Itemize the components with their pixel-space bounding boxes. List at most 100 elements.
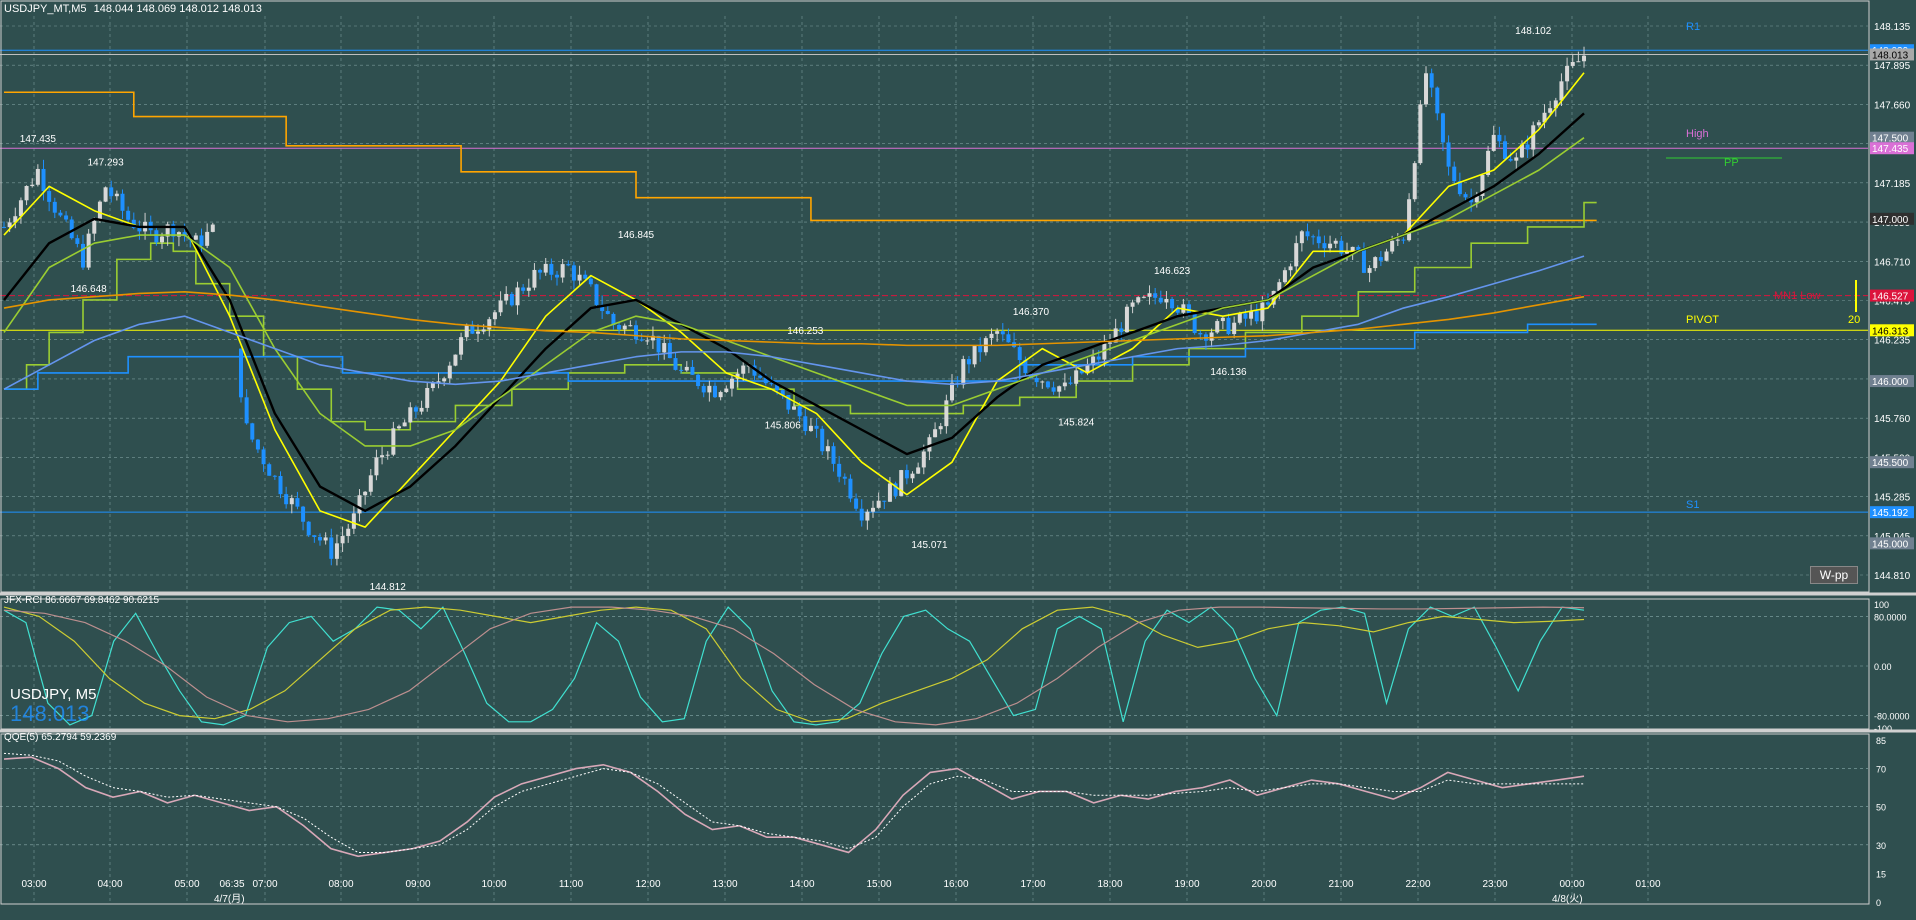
candle-body	[1395, 239, 1400, 241]
candle-body	[1147, 293, 1152, 297]
candle-body	[1175, 308, 1180, 313]
candle-body	[848, 478, 853, 499]
candle-body	[1452, 166, 1457, 182]
candle-body	[611, 313, 616, 326]
candle-body	[634, 325, 639, 340]
candle-body	[323, 537, 328, 541]
candle-body	[543, 263, 548, 273]
candle-body	[30, 184, 35, 187]
candle-body	[1220, 317, 1225, 322]
candle-body	[334, 543, 339, 559]
candle-body	[690, 366, 695, 375]
candle-body	[588, 278, 593, 285]
candle-body	[18, 200, 23, 217]
candle-body	[679, 369, 684, 371]
candle-body	[160, 236, 165, 243]
price-tags: 148.039148.013147.500147.435147.000146.5…	[1870, 44, 1914, 550]
candle-body	[1130, 302, 1135, 307]
x-tick-label: 12:00	[635, 879, 660, 890]
price-tick-label: 146.710	[1874, 257, 1911, 268]
candle-body	[442, 378, 447, 382]
candle-body	[1153, 293, 1158, 298]
candle-body	[1051, 387, 1056, 392]
candle-body	[1350, 246, 1355, 252]
price-tick-label: 146.475	[1874, 297, 1911, 308]
label-mn1-low: MN1 Low	[1774, 290, 1821, 302]
candle-body	[312, 535, 317, 537]
candle-body	[1192, 313, 1197, 333]
candle-body	[904, 470, 909, 479]
candle-body	[351, 513, 356, 529]
rci-frame	[0, 598, 1870, 730]
candle-body	[662, 343, 667, 353]
candle-body	[210, 224, 215, 232]
candle-body	[103, 187, 108, 202]
price-tag-bg	[1870, 375, 1914, 388]
price-tick-label: 145.045	[1874, 532, 1911, 543]
candle-body	[1243, 313, 1248, 319]
price-tag-label: 147.000	[1872, 215, 1909, 226]
candle-body	[295, 498, 300, 507]
x-tick-label: 20:00	[1251, 879, 1276, 890]
candle-body	[1282, 270, 1287, 283]
rci-panel: 100 80.0000 0.00 -80.0000 -100	[0, 600, 1910, 734]
candle-body	[318, 536, 323, 541]
candle-body	[701, 386, 706, 393]
candle-body	[92, 220, 97, 234]
candle-body	[910, 473, 915, 479]
pivot-count: 20	[1848, 314, 1861, 326]
label-s1: S1	[1686, 499, 1700, 511]
candle-body	[255, 439, 260, 450]
candle-body	[346, 528, 351, 537]
candle-body	[1209, 332, 1214, 341]
candle-body	[284, 494, 289, 505]
candle-body	[769, 383, 774, 385]
candle-body	[1299, 231, 1304, 244]
candle-body	[301, 506, 306, 522]
candle-body	[961, 359, 966, 385]
swing-label: 148.102	[1515, 26, 1552, 37]
moving-average-line	[3, 291, 1585, 347]
candle-body	[741, 365, 746, 374]
x-tick-label: 17:00	[1020, 879, 1045, 890]
price-tick-label: 147.660	[1874, 100, 1911, 111]
rci-tick-label: 80.0000	[1874, 612, 1907, 622]
candle-body	[47, 191, 52, 202]
candle-body	[368, 475, 373, 492]
header-ohlc: 148.044 148.069 148.012 148.013	[93, 3, 262, 15]
candle-body	[374, 457, 379, 476]
price-tag-label: 146.313	[1872, 326, 1909, 337]
x-tick-label: 09:00	[405, 879, 430, 890]
candle-body	[1356, 246, 1361, 251]
moving-average-line	[3, 137, 1585, 447]
moving-average-line	[3, 72, 1585, 528]
candle-body	[272, 475, 277, 477]
step-line	[4, 201, 1597, 431]
candle-body	[566, 264, 571, 266]
grid-lines	[0, 16, 1868, 902]
candle-body	[1124, 306, 1129, 333]
qqe-panel: 85 70 50 30 15 0	[0, 736, 1886, 908]
candle-body	[1384, 251, 1389, 261]
candle-body	[1378, 257, 1383, 261]
candle-body	[1412, 163, 1417, 200]
wpp-button[interactable]: W-pp	[1810, 566, 1858, 584]
moving-averages	[3, 72, 1585, 528]
qqe-tick-label: 0	[1876, 898, 1881, 908]
x-tick-label: 14:00	[789, 879, 814, 890]
candle-body	[893, 483, 898, 496]
price-tag-label: 147.435	[1872, 144, 1909, 155]
candle-body	[820, 428, 825, 452]
price-tag-bg	[1870, 212, 1914, 225]
price-tag-bg	[1870, 506, 1914, 519]
candle-body	[447, 365, 452, 379]
qqe-tick-label: 30	[1876, 841, 1886, 851]
candle-body	[306, 521, 311, 536]
candle-body	[476, 331, 481, 334]
candle-body	[2, 226, 6, 228]
rci-tick-label: -100	[1874, 724, 1892, 734]
candle-body	[1085, 364, 1090, 374]
price-tag-bg	[1870, 142, 1914, 155]
